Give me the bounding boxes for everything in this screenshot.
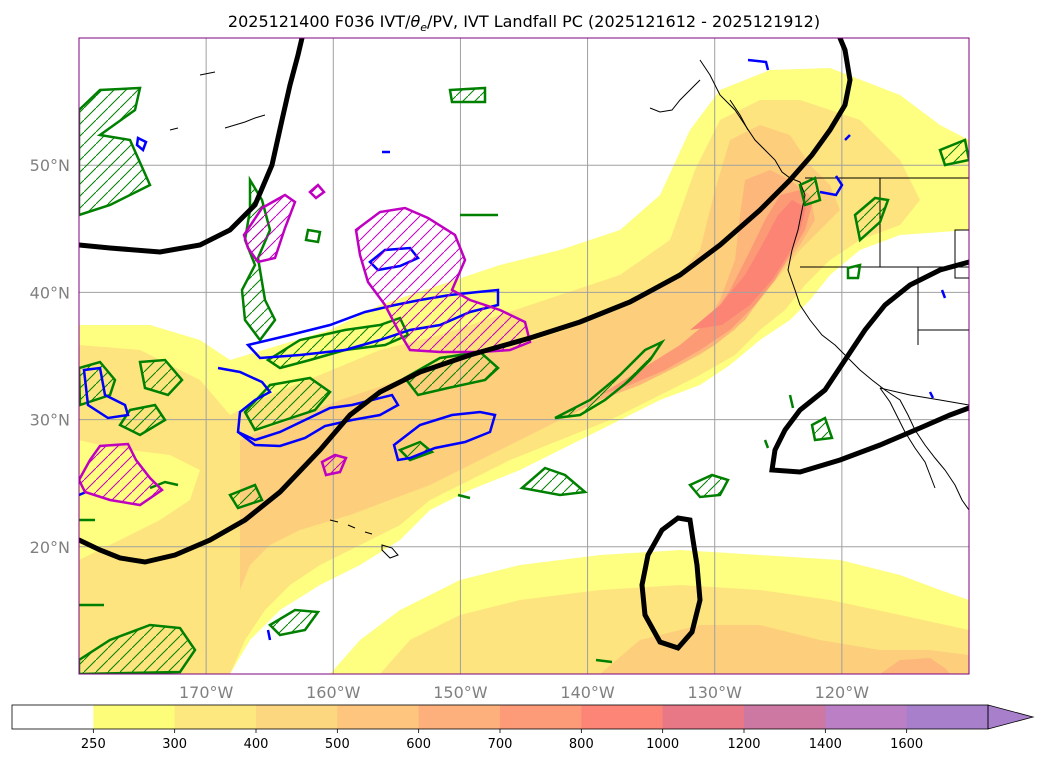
colorbar-swatch [93,705,176,729]
colorbar-tick-label: 250 [81,737,106,752]
colorbar-tick-label: 700 [488,737,513,752]
theta-e-region [798,176,822,207]
lat-tick-label: 40°N [30,283,70,302]
colorbar-tick-labels: 250 300 400 500 600 700 800 1000 1200 1400 1600 [81,729,923,752]
pv-contour [217,366,400,448]
contour-line [79,38,853,565]
colorbar-tick-label: 1200 [727,737,760,752]
pv-contour [392,410,497,462]
lon-tick-label: 140°W [560,683,615,702]
theta-e-region [448,86,487,104]
colorbar-swatches [12,705,989,729]
contour-line [769,259,969,475]
colorbar-swatch [418,705,501,729]
pc-region [354,206,532,354]
theta-e-region [118,403,167,437]
map-panel [79,38,969,674]
colorbar-swatch [662,705,745,729]
geopotential-contours [79,38,969,651]
theta-e-region [228,483,264,510]
colorbar-swatch [581,705,664,729]
ivt-fill-500 [560,170,815,420]
theta-e-region [403,350,500,397]
ivt-fill-400 [240,125,840,590]
lat-axis-labels: 50°N 40°N 30°N 20°N [30,156,70,557]
colorbar-tick-label: 1000 [646,737,679,752]
colorbar-swatch [500,705,582,729]
contour-line [79,38,305,255]
pv-contour [79,58,947,641]
theta-e-region [79,213,862,664]
hawaii-islands [329,519,399,559]
ivt-fill-700 [600,190,812,395]
ivt-fill-south-400 [600,625,969,674]
lat-tick-label: 20°N [30,538,70,557]
colorbar-swatch [825,705,908,729]
theta-e-region [79,86,152,217]
contour-line [639,515,703,651]
pv-contour [82,366,130,420]
theta-e-region [267,608,321,637]
theta-e-region [938,138,969,167]
colorbar-swatch [174,705,257,729]
colorbar-tick-label: 1400 [809,737,842,752]
us-mexico-border [879,387,969,406]
colorbar-swatch [337,705,420,729]
lat-tick-label: 30°N [30,411,70,430]
ivt-fill-south-500 [880,658,950,674]
coastline-baja [879,387,936,489]
map-frame [78,37,970,675]
coastline-north-america [699,59,969,511]
colorbar-swatch [906,705,989,729]
lat-tick-label: 50°N [30,156,70,175]
coastline-alaska-islands [169,71,749,131]
pc-region [308,183,326,200]
colorbar-tick-label: 300 [162,737,187,752]
lon-axis-labels: 170°W 160°W 150°W 140°W 130°W 120°W [179,683,869,702]
pc-region [320,453,348,477]
coastlines [169,59,969,559]
colorbar-tick-label: 600 [406,737,431,752]
lon-tick-label: 150°W [433,683,488,702]
lon-tick-label: 170°W [179,683,234,702]
colorbar-swatch [744,705,826,729]
theta-e-region [554,338,666,420]
theta-e-region [397,440,435,462]
theta-e-region [687,473,730,499]
lon-tick-label: 120°W [815,683,870,702]
colorbar-tick-label: 500 [325,737,350,752]
theta-e-region [243,376,332,432]
pc-region [79,442,164,507]
colorbar: 250 300 400 500 600 700 800 1000 1200 1400 1600 [11,704,1035,752]
theta-e-region [519,466,588,497]
colorbar-tick-label: 400 [244,737,269,752]
colorbar-swatch [256,705,338,729]
pc-region [242,193,297,264]
pv-contour [245,288,500,360]
lon-tick-label: 160°W [306,683,361,702]
chart-title: 2025121400 F036 IVT/θe/PV, IVT Landfall … [228,12,820,34]
pc-layer [79,183,532,507]
theta-e-region [853,196,890,243]
colorbar-extend-arrow [987,704,1035,730]
theta-e-region [138,358,184,397]
theta-e-region [810,416,834,442]
colorbar-tick-label: 1600 [890,737,923,752]
colorbar-swatch [12,705,94,729]
colorbar-tick-label: 800 [569,737,594,752]
ivt-fill-800 [690,200,806,330]
lon-tick-label: 130°W [688,683,743,702]
